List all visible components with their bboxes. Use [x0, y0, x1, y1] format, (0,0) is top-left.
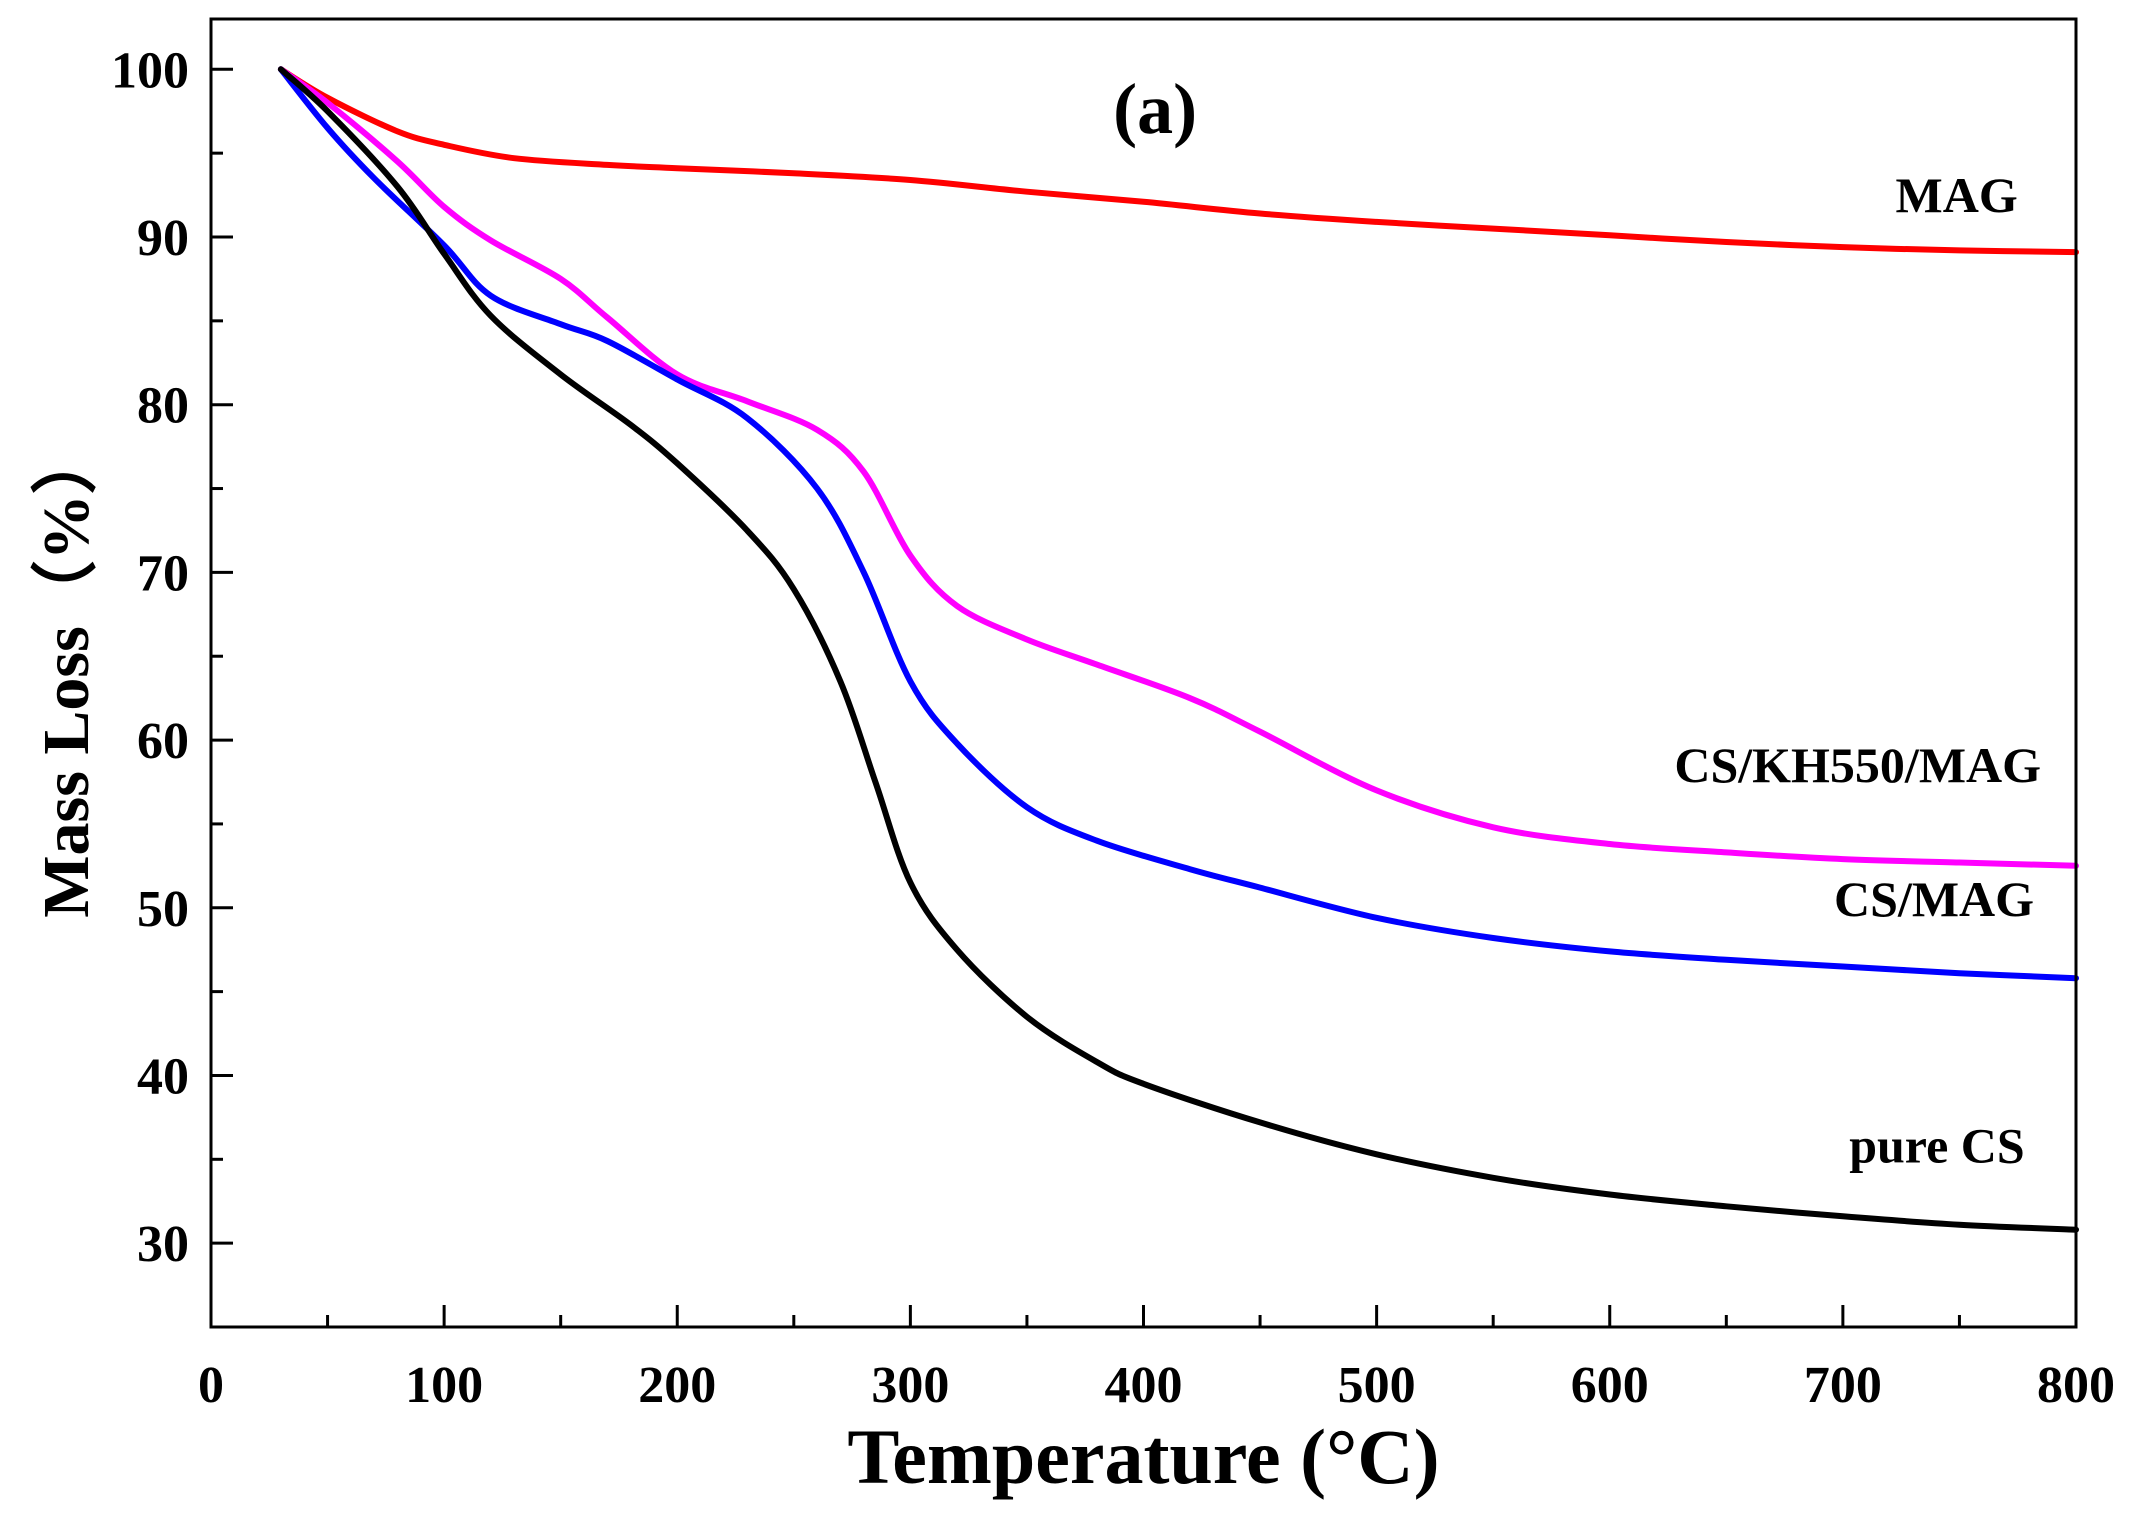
y-tick-label: 50 [137, 881, 189, 938]
y-tick-label: 30 [137, 1216, 189, 1273]
y-tick-label: 60 [137, 713, 189, 770]
series-label-cs-kh550-mag: CS/KH550/MAG [1674, 737, 2041, 793]
x-tick-label: 800 [2037, 1357, 2115, 1414]
series-line-cs-kh550-mag [277, 66, 2079, 869]
series-line-mag [277, 66, 2079, 256]
series-line-pure-cs [277, 66, 2079, 1233]
panel-label: (a) [1113, 69, 1197, 149]
series-layer [277, 66, 2079, 1233]
x-tick-label: 200 [638, 1357, 716, 1414]
series-line-cs-mag [277, 66, 2079, 982]
x-tick-label: 400 [1105, 1357, 1183, 1414]
x-tick-label: 0 [198, 1357, 224, 1414]
labels-layer: (a) Temperature (°C) Mass Loss（%） MAG CS/… [29, 69, 2041, 1500]
series-label-mag: MAG [1896, 167, 2018, 223]
x-tick-label: 600 [1571, 1357, 1649, 1414]
x-tick-label: 700 [1804, 1357, 1882, 1414]
y-axis-title: Mass Loss（%） [29, 428, 103, 918]
series-label-cs-mag: CS/MAG [1834, 871, 2034, 927]
y-tick-label: 90 [137, 210, 189, 267]
y-tick-label: 100 [111, 42, 189, 99]
x-tick-label: 500 [1338, 1357, 1416, 1414]
axes-layer: 0 100 200 300 400 500 600 700 800 30 40 50 60 70 80 90 1… [111, 42, 2115, 1414]
x-tick-label: 100 [405, 1357, 483, 1414]
y-tick-label: 80 [137, 378, 189, 435]
y-tick-label: 70 [137, 545, 189, 602]
x-axis-title: Temperature (°C) [847, 1413, 1439, 1500]
x-tick-label: 300 [871, 1357, 949, 1414]
series-label-pure-cs: pure CS [1849, 1118, 2025, 1174]
y-tick-label: 40 [137, 1048, 189, 1105]
plot-frame [209, 17, 2078, 1329]
